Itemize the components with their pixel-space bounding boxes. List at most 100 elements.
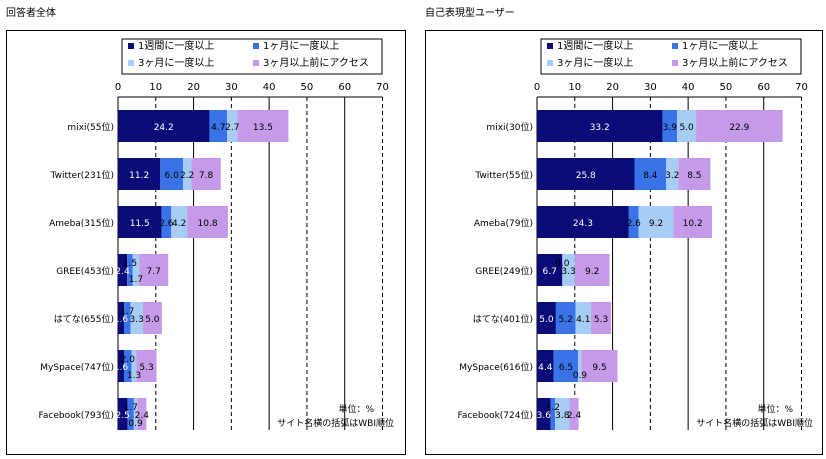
data-label: 11.5 (130, 219, 150, 229)
bar-segment (187, 206, 228, 238)
legend-box (121, 38, 383, 75)
bar-segment (118, 302, 125, 334)
data-label: 0.9 (128, 419, 143, 429)
rank-note: サイト名横の括弧はWBI順位 (277, 417, 394, 429)
x-tick-label: 60 (757, 82, 770, 93)
legend: 1週間に一度以上 1ヶ月に一度以上 3ヶ月に一度以上 3ヶ月以上前にアクセス (121, 38, 383, 75)
bar-segment (191, 158, 221, 190)
x-tick-label: 60 (338, 82, 351, 93)
bar-segment (137, 398, 147, 430)
bar-segment (118, 206, 162, 238)
chart-frame (425, 30, 823, 455)
category-label: Ameba(79位) (474, 217, 533, 229)
bar-segment (638, 206, 674, 238)
bar-segment (678, 158, 711, 190)
legend-swatch (547, 43, 553, 49)
bar-segment (537, 206, 629, 238)
legend-label: 1週間に一度以上 (557, 39, 633, 52)
data-label: 1.6 (114, 363, 129, 373)
legend-label: 3ヶ月以上前にアクセス (682, 56, 788, 69)
data-label: 1.6 (114, 315, 129, 325)
bar-segment (537, 350, 554, 382)
x-tick-label: 70 (376, 82, 389, 93)
bar-segment (555, 302, 576, 334)
bar-segment (142, 302, 162, 334)
bar-segment (673, 206, 712, 238)
unit-note: 単位：% (338, 403, 374, 415)
chart-self-expression-users: 0 10 20 30 40 50 60 70 1週間に一度以上 1ヶ月に一度以上 3ヶ月に一度以上 3… (425, 30, 823, 455)
x-tick-label: 40 (682, 82, 695, 93)
data-label: 5.3 (594, 315, 608, 325)
legend-swatch (253, 43, 259, 49)
category-label: Facebook(793位) (39, 409, 115, 421)
category-label: Twitter(55位) (474, 169, 533, 181)
bar-segment (555, 398, 570, 430)
data-label: 3.3 (130, 315, 144, 325)
bar-segment (237, 110, 289, 142)
bar-segment (537, 110, 663, 142)
bar-segment (118, 110, 210, 142)
panel-title-right: 自己表現型ユーザー (425, 8, 515, 19)
chart-frame (6, 30, 406, 455)
bar-segment (537, 398, 551, 430)
bar-segment (634, 158, 667, 190)
bar-segment (124, 350, 132, 382)
x-tick-label: 10 (149, 82, 162, 93)
category-label: mixi(30位) (486, 121, 533, 133)
bar-segment (130, 302, 143, 334)
data-label: 1.7 (120, 307, 134, 317)
x-tick-label: 10 (568, 82, 581, 93)
data-label: 3.3 (561, 267, 575, 277)
bar-segment (118, 398, 128, 430)
data-label: 2.2 (180, 171, 194, 181)
data-label: 3.8 (555, 411, 570, 421)
x-tick-label: 30 (225, 82, 238, 93)
bar-segment (118, 158, 161, 190)
data-label: 4.1 (576, 315, 590, 325)
data-label: 1.7 (129, 275, 143, 285)
data-label: 6.0 (164, 171, 179, 181)
bar-segment (537, 254, 563, 286)
data-label: 2.7 (225, 123, 239, 133)
unit-note: 単位：% (757, 403, 793, 415)
bar-segment (553, 350, 579, 382)
bar-segment (581, 350, 618, 382)
data-label: 2.0 (121, 355, 136, 365)
data-label: 33.2 (590, 123, 610, 133)
legend-swatch (672, 43, 678, 49)
bar-segment (136, 350, 157, 382)
data-label: 0.9 (573, 371, 588, 381)
data-label: 2.4 (115, 267, 130, 277)
bar-segment (209, 110, 228, 142)
bar-segment (562, 254, 575, 286)
data-label: 2.4 (135, 411, 150, 421)
data-label: 3.2 (665, 171, 679, 181)
bar-segment (628, 206, 639, 238)
bar-segment (537, 158, 635, 190)
bar-segment (171, 206, 188, 238)
x-tick-label: 0 (534, 82, 540, 93)
data-label: 4.2 (172, 219, 186, 229)
category-label: はてな(655位) (54, 313, 114, 325)
bar-segment (677, 110, 697, 142)
category-label: GREE(249位) (475, 265, 533, 277)
data-label: 9.2 (649, 219, 663, 229)
data-label: 11.2 (129, 171, 149, 181)
bar-segment (227, 110, 238, 142)
x-tick-label: 40 (263, 82, 276, 93)
bar-segment (574, 254, 610, 286)
data-label: 9.2 (585, 267, 599, 277)
chart-all-respondents: 0 10 20 30 40 50 60 70 1週間に一度以上 1ヶ月に一度以上 3ヶ月に一度以上 3… (6, 30, 406, 455)
bar-segment (118, 350, 125, 382)
data-label: 5.0 (679, 123, 694, 133)
legend-label: 3ヶ月以上前にアクセス (263, 56, 369, 69)
legend-swatch (128, 60, 134, 66)
data-label: 4.4 (538, 363, 553, 373)
data-label: 5.2 (559, 315, 573, 325)
data-label: 4.7 (211, 123, 225, 133)
data-label: 3.9 (663, 123, 678, 133)
bar-segment (591, 302, 612, 334)
x-tick-label: 20 (606, 82, 619, 93)
data-label: 5.3 (139, 363, 153, 373)
data-label: 7.7 (147, 267, 161, 277)
